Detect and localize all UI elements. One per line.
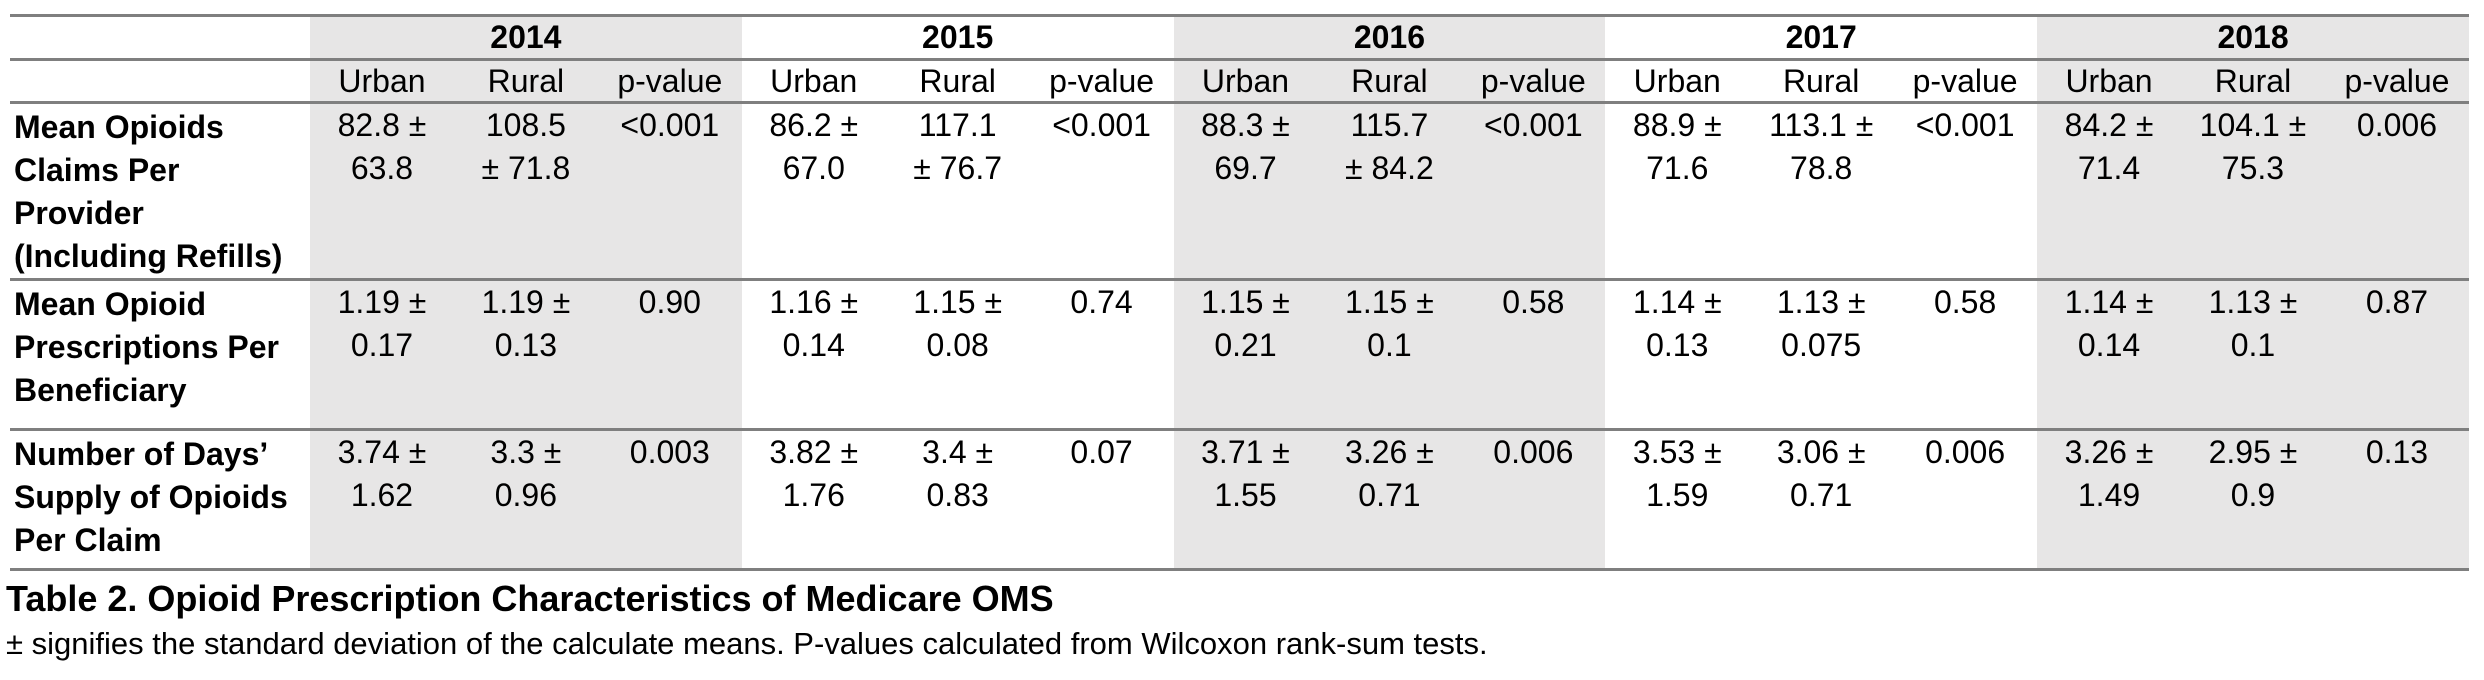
data-cell: 3.3 ± 0.96: [453, 429, 598, 570]
data-cell: 0.58: [1893, 279, 2038, 431]
year-header: 2016: [1173, 15, 1606, 61]
row-label: Number of Days’ Supply of Opioids Per Cl…: [14, 436, 288, 558]
data-cell: 3.74 ± 1.62: [310, 429, 454, 570]
corner-cell: [10, 59, 310, 104]
data-cell: 1.19 ± 0.13: [453, 279, 598, 431]
data-cell: 82.8 ± 63.8: [310, 102, 454, 281]
data-cell: 0.006: [1925, 434, 2006, 470]
data-cell: 88.3 ± 69.7: [1173, 102, 1318, 281]
subheader-urban: Urban: [2037, 59, 2181, 104]
row-label: Mean Opioids Claims Per Provider (Includ…: [10, 102, 310, 281]
data-cell: 0.13: [2324, 429, 2469, 570]
subheader-urban: Urban: [741, 59, 886, 104]
opioid-characteristics-table: 2014 2015 2016 2017 2018 Urban Rural p-v…: [10, 14, 2469, 571]
row-label: Mean Opioid Prescriptions Per Beneficiar…: [10, 279, 310, 431]
data-cell: 0.90: [597, 279, 742, 431]
data-cell: 3.71 ± 1.55: [1173, 429, 1318, 570]
year-header: 2015: [741, 15, 1174, 61]
data-cell: 3.4 ± 0.83: [922, 434, 994, 513]
data-cell: <0.001: [1461, 102, 1606, 281]
data-cell: 117.1 ± 76.7: [885, 102, 1030, 281]
data-cell: 3.06 ± 0.71: [1776, 434, 1866, 513]
data-cell: 0.006: [2324, 102, 2469, 281]
subheader-pvalue: p-value: [2324, 59, 2469, 104]
subheader-pvalue: p-value: [1029, 59, 1174, 104]
subheader-pvalue: p-value: [1893, 59, 2038, 104]
data-cell: 1.19 ± 0.17: [310, 279, 454, 431]
subheader-rural: Rural: [885, 59, 1030, 104]
data-cell: 3.26 ± 0.71: [1317, 429, 1462, 570]
data-cell: 1.13 ± 0.075: [1749, 279, 1894, 431]
subheader-pvalue: p-value: [1461, 59, 1606, 104]
data-cell: 1.16 ± 0.14: [741, 279, 886, 431]
data-cell: 1.14 ± 0.14: [2037, 279, 2181, 431]
subheader-row: Urban Rural p-value Urban Rural p-value …: [10, 59, 2469, 104]
data-cell: 0.74: [1029, 279, 1174, 431]
table-row: Mean Opioids Claims Per Provider (Includ…: [10, 102, 2469, 281]
data-cell: 0.006: [1461, 429, 1606, 570]
data-cell: 1.15 ± 0.21: [1173, 279, 1318, 431]
data-cell: 0.87: [2324, 279, 2469, 431]
data-cell: 3.82 ± 1.76: [769, 434, 859, 513]
subheader-urban: Urban: [1605, 59, 1750, 104]
table-caption: Table 2. Opioid Prescription Characteris…: [6, 578, 1054, 619]
subheader-rural: Rural: [453, 59, 598, 104]
data-cell: <0.001: [597, 102, 742, 281]
data-cell: <0.001: [1893, 102, 2038, 281]
year-header: 2017: [1605, 15, 2038, 61]
data-cell: 3.26 ± 1.49: [2037, 429, 2181, 570]
subheader-rural: Rural: [1317, 59, 1462, 104]
year-header-row: 2014 2015 2016 2017 2018: [10, 15, 2469, 61]
data-cell: 108.5 ± 71.8: [453, 102, 598, 281]
data-cell: 0.07: [1070, 434, 1133, 470]
data-cell: 104.1 ± 75.3: [2180, 102, 2325, 281]
year-header: 2014: [310, 15, 742, 61]
data-cell: 1.13 ± 0.1: [2180, 279, 2325, 431]
year-header: 2018: [2037, 15, 2469, 61]
subheader-rural: Rural: [1749, 59, 1894, 104]
table-row: Number of Days’ Supply of Opioids Per Cl…: [10, 429, 2469, 570]
data-cell: 3.53 ± 1.59: [1632, 434, 1722, 513]
data-cell: 88.9 ± 71.6: [1605, 102, 1750, 281]
subheader-pvalue: p-value: [597, 59, 742, 104]
corner-cell: [10, 15, 310, 61]
data-cell: 0.58: [1461, 279, 1606, 431]
subheader-urban: Urban: [310, 59, 454, 104]
subheader-urban: Urban: [1173, 59, 1318, 104]
table-row: Mean Opioid Prescriptions Per Beneficiar…: [10, 279, 2469, 431]
data-cell: 0.003: [597, 429, 742, 570]
data-cell: <0.001: [1029, 102, 1174, 281]
data-cell: 84.2 ± 71.4: [2037, 102, 2181, 281]
data-cell: 1.15 ± 0.1: [1317, 279, 1462, 431]
data-cell: 115.7 ± 84.2: [1317, 102, 1462, 281]
subheader-rural: Rural: [2180, 59, 2325, 104]
data-cell: 1.15 ± 0.08: [885, 279, 1030, 431]
table-footnote: ± signifies the standard deviation of th…: [6, 626, 1488, 661]
data-cell: 2.95 ± 0.9: [2180, 429, 2325, 570]
data-cell: 1.14 ± 0.13: [1605, 279, 1750, 431]
data-cell: 113.1 ± 78.8: [1749, 102, 1894, 281]
data-cell: 86.2 ± 67.0: [741, 102, 886, 281]
